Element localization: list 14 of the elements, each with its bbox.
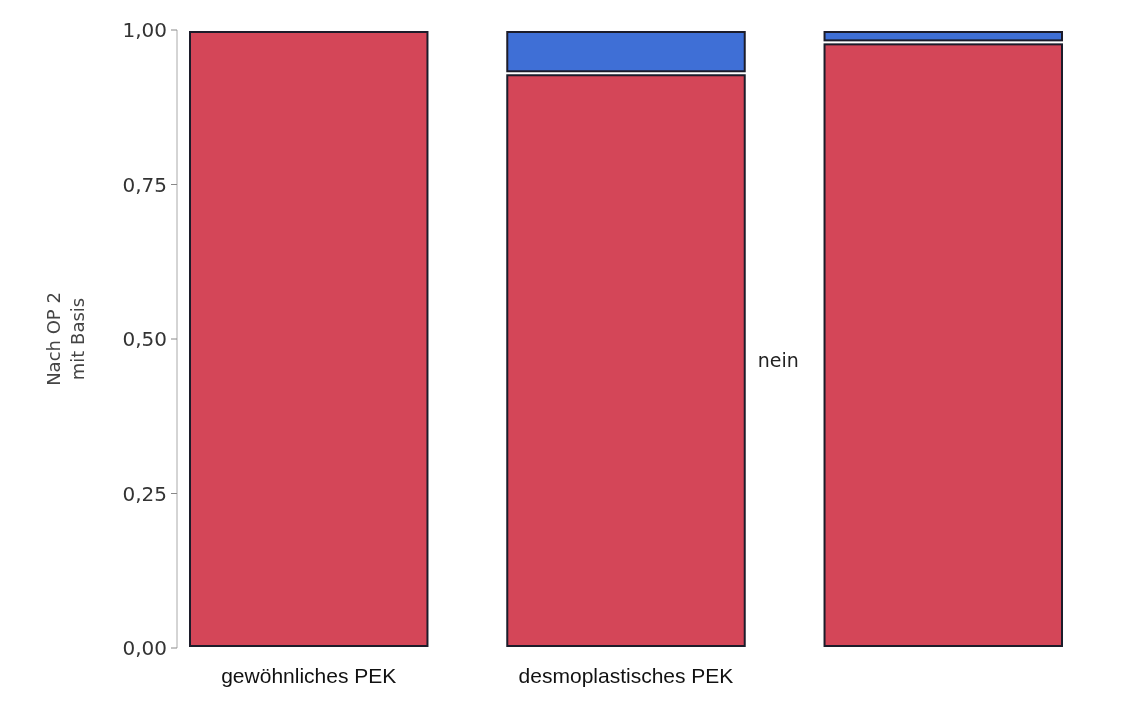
- bar: [506, 31, 746, 73]
- x-tick-label: desmoplastisches PEK: [518, 664, 734, 687]
- y-tick-label: 0,50: [122, 327, 167, 351]
- y-tick-label: 0,25: [122, 481, 167, 506]
- bar: [506, 74, 746, 647]
- series-label: nein: [757, 349, 799, 372]
- bar: [823, 31, 1063, 42]
- bar: [823, 43, 1063, 647]
- bar: [189, 31, 429, 647]
- x-tick-label: gewöhnliches PEK: [221, 664, 397, 687]
- y-tick-label: 0,00: [122, 636, 167, 660]
- y-tick-label: 1,00: [122, 18, 167, 42]
- y-axis-title: Nach OP 2 mit Basis: [43, 292, 88, 386]
- y-tick-label: 0,75: [122, 172, 167, 197]
